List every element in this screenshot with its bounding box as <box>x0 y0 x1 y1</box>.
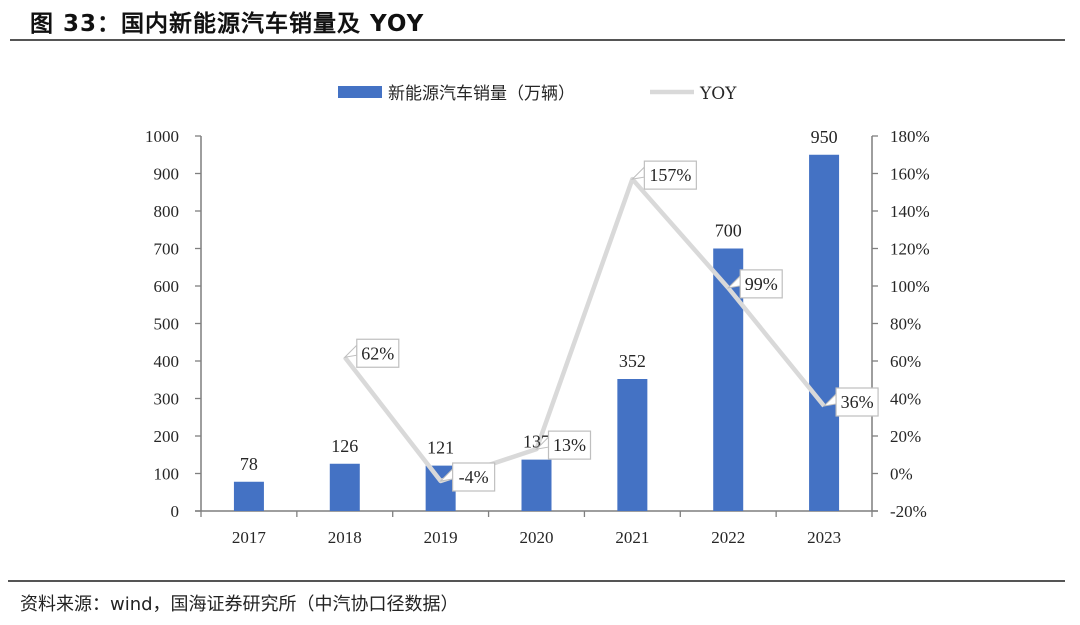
yoy-callout-pointer <box>343 344 358 358</box>
left-tick-label: 200 <box>154 427 180 446</box>
yoy-callout-box <box>643 160 697 190</box>
title-divider <box>10 39 1065 41</box>
right-tick-label: 60% <box>890 352 921 371</box>
right-tick-label: 20% <box>890 427 921 446</box>
left-axis: 0 100 200 300 400 500 600 700 800 900 1000 <box>145 127 202 521</box>
yoy-callout-box <box>356 338 400 368</box>
yoy-label-2022: 99% <box>745 274 778 294</box>
right-tick-label: 160% <box>890 165 930 184</box>
legend-line-label: YOY <box>699 84 737 104</box>
yoy-line <box>343 176 826 484</box>
bar-2022 <box>713 248 744 511</box>
yoy-callout-box <box>739 269 783 299</box>
bar-2018 <box>329 463 360 511</box>
left-tick-label: 800 <box>154 202 180 221</box>
bar-2021 <box>617 379 648 511</box>
left-tick-label: 300 <box>154 390 180 409</box>
bar-2023 <box>809 154 840 511</box>
x-tick-label: 2021 <box>615 528 649 547</box>
right-tick-label: -20% <box>890 502 927 521</box>
right-axis: -20% 0% 20% 40% 60% 80% 100% 120% 140% 160% 180% <box>871 127 930 521</box>
bar-label-2018: 126 <box>331 436 358 456</box>
left-tick-label: 100 <box>154 465 180 484</box>
right-tick-label: 80% <box>890 315 921 334</box>
left-tick-label: 400 <box>154 352 180 371</box>
yoy-label-2021: 157% <box>649 165 691 185</box>
yoy-callout-box <box>835 387 879 417</box>
chart-container: 新能源汽车销量（万辆） YOY 0 100 200 300 400 500 600 700 800… <box>120 62 952 558</box>
x-tick-label: 2018 <box>328 528 362 547</box>
left-tick-label: 900 <box>154 165 180 184</box>
yoy-label-2023: 36% <box>841 392 874 412</box>
right-tick-label: 120% <box>890 240 930 259</box>
x-tick-label: 2020 <box>520 528 554 547</box>
x-tick-label: 2017 <box>232 528 267 547</box>
legend-bar-label: 新能源汽车销量（万辆） <box>388 84 575 104</box>
left-tick-label: 1000 <box>145 127 179 146</box>
right-tick-label: 40% <box>890 390 921 409</box>
left-tick-label: 700 <box>154 240 180 259</box>
x-tick-label: 2022 <box>711 528 745 547</box>
bar-series <box>233 154 840 511</box>
bar-label-2021: 352 <box>619 351 646 371</box>
yoy-data-labels: 62% -4% 13% 157% 99% 36% <box>343 160 879 492</box>
yoy-label-2020: 13% <box>553 435 586 455</box>
x-tick-label: 2023 <box>807 528 841 547</box>
yoy-callout-box <box>547 430 592 460</box>
yoy-label-2018: 62% <box>361 343 394 363</box>
left-tick-label: 600 <box>154 277 180 296</box>
bar-label-2019: 121 <box>427 438 454 458</box>
left-tick-label: 0 <box>171 502 180 521</box>
yoy-callout-box <box>452 462 496 492</box>
combo-chart: 新能源汽车销量（万辆） YOY 0 100 200 300 400 500 600 700 800… <box>145 84 930 547</box>
legend-bar-swatch <box>338 86 382 98</box>
right-tick-label: 100% <box>890 277 930 296</box>
yoy-label-2019: -4% <box>459 467 489 487</box>
bar-2020 <box>521 459 552 511</box>
bar-label-2022: 700 <box>715 221 742 241</box>
yoy-line-series <box>343 176 826 484</box>
right-tick-label: 140% <box>890 202 930 221</box>
bar-label-2023: 950 <box>811 127 838 147</box>
x-axis: 2017 2018 2019 2020 2021 2022 2023 <box>195 510 878 547</box>
left-tick-label: 500 <box>154 315 180 334</box>
figure-title: 图 33：国内新能源汽车销量及 YOY <box>30 11 425 37</box>
x-tick-label: 2019 <box>424 528 458 547</box>
legend: 新能源汽车销量（万辆） YOY <box>338 84 737 104</box>
yoy-callout-pointer <box>630 165 645 180</box>
right-tick-label: 180% <box>890 127 930 146</box>
bar-2017 <box>233 481 264 511</box>
source-note: 资料来源：wind，国海证券研究所（中汽协口径数据） <box>20 594 459 615</box>
bar-label-2017: 78 <box>240 454 258 474</box>
source-divider <box>8 580 1065 582</box>
right-tick-label: 0% <box>890 465 913 484</box>
